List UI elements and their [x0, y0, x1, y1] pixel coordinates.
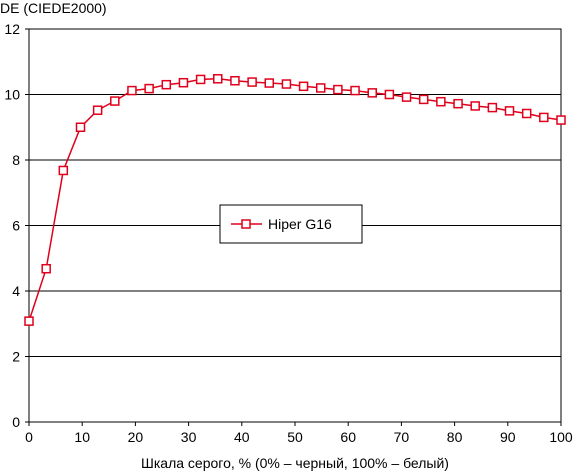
x-tick-label: 20 [128, 429, 144, 445]
data-point-marker [487, 102, 498, 113]
series-line [28, 78, 562, 322]
x-tick-label: 50 [287, 429, 303, 445]
y-tick-label: 6 [12, 218, 20, 234]
x-axis-title: Шкала серого, % (0% – черный, 100% – бел… [141, 455, 449, 471]
series-group [24, 74, 566, 326]
data-point-marker [504, 106, 515, 116]
data-point-marker [436, 96, 446, 107]
data-point-marker [418, 94, 429, 105]
data-point-marker [144, 83, 154, 94]
y-axis-title: DE (CIEDE2000) [0, 0, 107, 16]
data-point-marker [127, 85, 137, 96]
x-tick-label: 70 [394, 429, 410, 445]
x-tick-label: 80 [447, 429, 463, 445]
data-point-marker [521, 108, 532, 119]
data-point-marker [24, 316, 34, 326]
y-tick-label: 8 [12, 152, 20, 168]
data-point-marker [333, 84, 343, 95]
y-tick-label: 12 [4, 21, 20, 37]
data-point-marker [384, 89, 395, 100]
data-point-marker [350, 85, 360, 96]
legend-label: Hiper G16 [268, 216, 332, 232]
data-point-marker [298, 81, 309, 92]
x-tick-label: 0 [25, 429, 33, 445]
x-tick-label: 10 [74, 429, 90, 445]
y-tick-label: 4 [12, 283, 20, 299]
data-point-marker [195, 74, 206, 85]
data-point-marker [58, 165, 69, 176]
data-point-marker [161, 79, 172, 90]
data-point-marker [75, 122, 86, 132]
y-tick-label: 10 [4, 87, 20, 103]
data-point-marker [213, 74, 223, 84]
data-point-marker [230, 75, 240, 86]
x-tick-label: 100 [549, 429, 573, 445]
data-point-marker [315, 83, 326, 93]
legend: Hiper G16 [219, 204, 363, 244]
data-point-marker [264, 78, 275, 88]
x-tick-label: 60 [340, 429, 356, 445]
data-point-marker [367, 88, 377, 98]
data-point-marker [247, 77, 257, 87]
y-tick-label: 0 [12, 414, 20, 430]
legend-marker-swatch [241, 219, 251, 229]
x-axis-ticks: 0 10 20 30 40 50 60 70 80 90 100 [25, 422, 573, 445]
data-point-marker [110, 96, 120, 106]
x-tick-label: 30 [181, 429, 197, 445]
x-tick-label: 40 [234, 429, 250, 445]
y-tick-label: 2 [12, 349, 20, 365]
data-point-marker [281, 79, 292, 89]
data-point-marker [92, 105, 103, 115]
x-tick-label: 90 [500, 429, 516, 445]
y-axis-ticks: 0 2 4 6 8 10 12 [4, 21, 29, 430]
data-point-marker [41, 263, 51, 274]
data-point-marker [539, 112, 549, 123]
data-point-marker [453, 98, 463, 109]
data-point-marker [556, 115, 566, 125]
data-point-marker [178, 77, 189, 88]
data-point-marker [470, 101, 480, 111]
data-point-marker [401, 92, 412, 102]
